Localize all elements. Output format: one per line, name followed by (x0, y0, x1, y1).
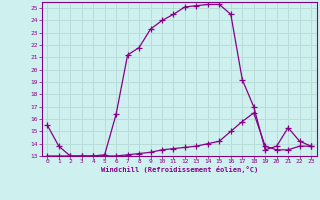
X-axis label: Windchill (Refroidissement éolien,°C): Windchill (Refroidissement éolien,°C) (100, 166, 258, 173)
